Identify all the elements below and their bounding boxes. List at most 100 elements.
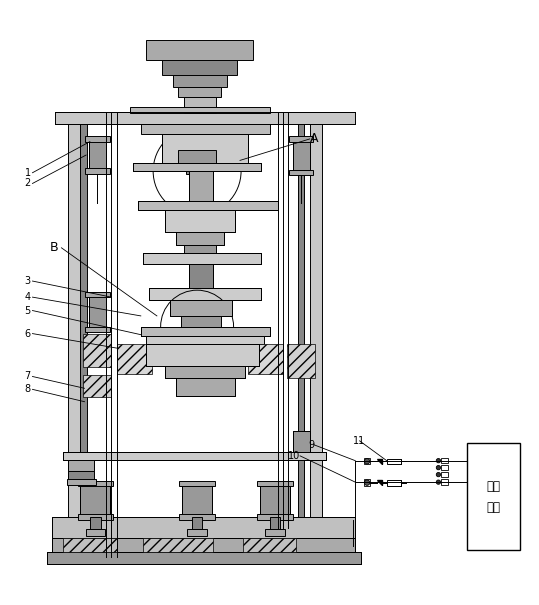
Bar — [176, 232, 224, 245]
Bar — [85, 168, 110, 174]
Bar — [130, 106, 270, 113]
Text: B: B — [50, 241, 58, 254]
Bar — [176, 378, 234, 396]
Text: 3: 3 — [25, 276, 31, 286]
Bar — [149, 288, 261, 300]
Bar — [165, 366, 245, 378]
Bar — [176, 232, 224, 245]
Bar — [52, 517, 355, 538]
Polygon shape — [377, 459, 382, 464]
Bar — [192, 517, 203, 529]
Bar — [52, 517, 355, 538]
Bar — [260, 484, 290, 517]
Bar — [89, 295, 106, 329]
Bar — [186, 163, 208, 174]
Bar — [257, 481, 293, 486]
Bar — [165, 211, 234, 232]
Bar — [260, 484, 290, 517]
Bar — [146, 336, 264, 344]
Bar — [289, 136, 314, 142]
Bar — [162, 60, 237, 75]
Bar — [86, 529, 105, 536]
Bar — [310, 112, 322, 520]
Bar — [441, 458, 447, 463]
Text: 5: 5 — [25, 306, 31, 316]
Bar — [143, 253, 261, 264]
Bar — [388, 459, 401, 465]
Bar — [165, 366, 245, 378]
Text: 气源
接入: 气源 接入 — [487, 480, 501, 514]
Bar — [116, 344, 151, 374]
Bar — [170, 300, 232, 316]
Bar — [257, 514, 293, 520]
Bar — [133, 163, 261, 171]
Bar — [243, 538, 296, 552]
Bar — [441, 465, 447, 470]
Circle shape — [436, 465, 440, 470]
Bar — [181, 316, 221, 327]
Bar — [141, 327, 270, 336]
Text: 2: 2 — [25, 178, 31, 189]
Bar — [47, 552, 361, 564]
Bar — [63, 451, 326, 460]
Polygon shape — [377, 480, 382, 485]
Bar — [162, 134, 248, 163]
Bar — [68, 112, 80, 552]
Bar — [138, 201, 278, 211]
Bar — [178, 87, 221, 97]
Bar — [146, 344, 259, 366]
Bar — [143, 253, 261, 264]
Text: 1: 1 — [25, 168, 31, 178]
Bar — [141, 327, 270, 336]
Bar — [388, 480, 401, 486]
Bar — [364, 458, 370, 465]
Bar — [179, 514, 215, 520]
Bar — [173, 75, 226, 87]
Bar — [287, 344, 315, 378]
Circle shape — [436, 480, 440, 484]
Text: 10: 10 — [288, 451, 300, 461]
Bar — [189, 264, 213, 288]
Bar — [89, 139, 106, 174]
Text: 8: 8 — [25, 384, 31, 394]
Text: 4: 4 — [25, 292, 31, 302]
Bar — [165, 211, 234, 232]
Bar — [189, 171, 213, 201]
Text: 11: 11 — [353, 436, 365, 446]
Circle shape — [436, 459, 440, 463]
Bar — [176, 378, 234, 396]
Bar — [182, 484, 212, 517]
Bar — [178, 149, 216, 163]
Bar — [78, 514, 113, 520]
Bar — [89, 295, 106, 329]
Bar — [265, 529, 285, 536]
Bar — [80, 484, 110, 517]
Bar — [293, 431, 310, 451]
Bar — [78, 481, 113, 486]
Bar — [68, 471, 94, 484]
Bar — [149, 288, 261, 300]
Bar — [138, 201, 278, 211]
Bar — [248, 344, 283, 374]
Bar — [83, 375, 111, 397]
Bar — [63, 538, 116, 552]
Bar — [289, 169, 314, 175]
Bar — [188, 529, 207, 536]
Bar — [298, 112, 305, 520]
Circle shape — [436, 473, 440, 477]
Bar — [83, 333, 111, 367]
Bar — [293, 139, 310, 172]
Text: 7: 7 — [25, 371, 31, 382]
Bar — [189, 264, 213, 288]
Bar — [85, 136, 110, 142]
Bar — [52, 538, 355, 552]
Bar — [179, 481, 215, 486]
Bar — [162, 134, 248, 163]
Bar — [441, 472, 447, 477]
Bar — [67, 479, 96, 485]
Text: 9: 9 — [309, 440, 315, 450]
Bar — [80, 112, 87, 552]
Bar — [47, 552, 361, 564]
Bar — [467, 443, 521, 550]
Bar — [293, 139, 310, 172]
